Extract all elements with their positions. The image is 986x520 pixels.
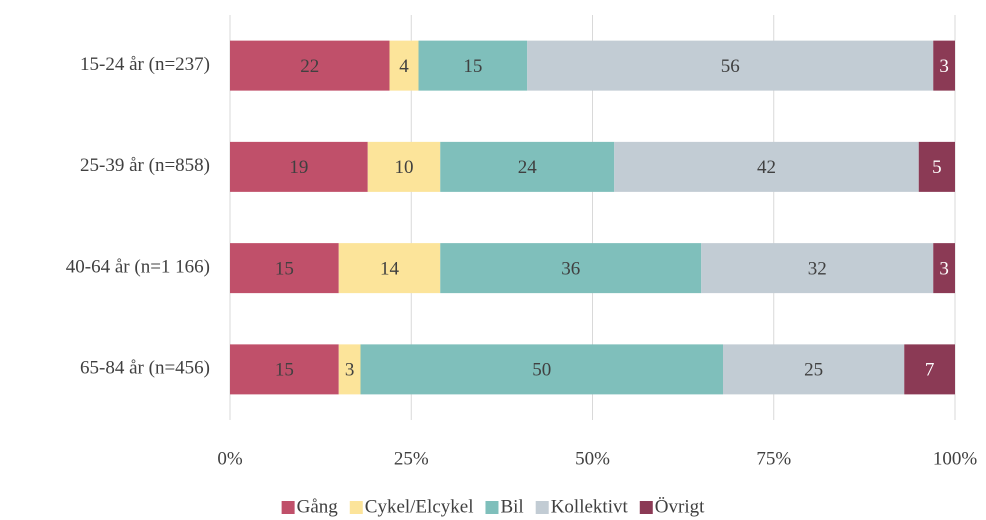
data-label: 56 <box>721 56 740 77</box>
y-tick-label: 15-24 år (n=237) <box>80 54 210 75</box>
data-label: 4 <box>399 56 409 77</box>
data-label: 32 <box>808 258 827 279</box>
bar-segment <box>933 40 955 91</box>
bar-segment <box>338 344 361 395</box>
data-label: 15 <box>275 360 294 381</box>
data-label: 3 <box>345 360 355 381</box>
bar-segment <box>389 40 419 91</box>
y-tick-label: 65-84 år (n=456) <box>80 358 210 379</box>
bar-segment <box>230 344 339 395</box>
data-label: 22 <box>300 56 319 77</box>
data-label: 3 <box>939 258 949 279</box>
legend: Gång Cykel/Elcykel Bil Kollektivt Övrigt <box>281 496 705 517</box>
data-label: 14 <box>380 258 400 279</box>
bar-segment <box>230 243 339 294</box>
bar-segment <box>360 344 723 395</box>
data-label: 5 <box>932 157 942 178</box>
data-label: 3 <box>939 56 949 77</box>
bar-segment <box>338 243 441 294</box>
bar-segment <box>918 141 955 192</box>
legend-swatch <box>485 501 499 514</box>
x-tick-label: 100% <box>933 448 978 469</box>
data-label: 7 <box>925 360 935 381</box>
data-label: 25 <box>804 360 823 381</box>
x-tick-label: 0% <box>217 448 243 469</box>
data-label: 50 <box>532 360 551 381</box>
data-label: 42 <box>757 157 776 178</box>
legend-swatch <box>281 501 295 514</box>
bar-segment <box>367 141 441 192</box>
bar-segment <box>904 344 955 395</box>
data-label: 24 <box>518 157 538 178</box>
legend-label: Gång <box>297 496 339 517</box>
bar-segment <box>230 141 368 192</box>
bar-segment <box>701 243 934 294</box>
bar-segment <box>614 141 919 192</box>
y-tick-label: 25-39 år (n=858) <box>80 155 210 176</box>
x-tick-label: 50% <box>575 448 610 469</box>
legend-swatch <box>535 501 549 514</box>
data-label: 10 <box>395 157 414 178</box>
data-label: 15 <box>275 258 294 279</box>
x-tick-label: 25% <box>394 448 429 469</box>
bar-segment <box>723 344 905 395</box>
y-tick-label: 40-64 år (n=1 166) <box>66 256 210 277</box>
x-tick-label: 75% <box>756 448 791 469</box>
bar-segment <box>230 40 390 91</box>
bar-segment <box>440 243 702 294</box>
legend-label: Bil <box>500 496 523 517</box>
bar-segment <box>527 40 934 91</box>
legend-swatch <box>639 501 653 514</box>
legend-swatch <box>349 501 363 514</box>
legend-label: Övrigt <box>655 496 705 517</box>
bar-segment <box>440 141 615 192</box>
data-label: 19 <box>289 157 308 178</box>
bar-segment <box>933 243 955 294</box>
legend-label: Kollektivt <box>551 496 629 517</box>
data-label: 36 <box>561 258 580 279</box>
data-label: 15 <box>463 56 482 77</box>
bar-segment <box>418 40 528 91</box>
legend-label: Cykel/Elcykel <box>365 496 474 517</box>
